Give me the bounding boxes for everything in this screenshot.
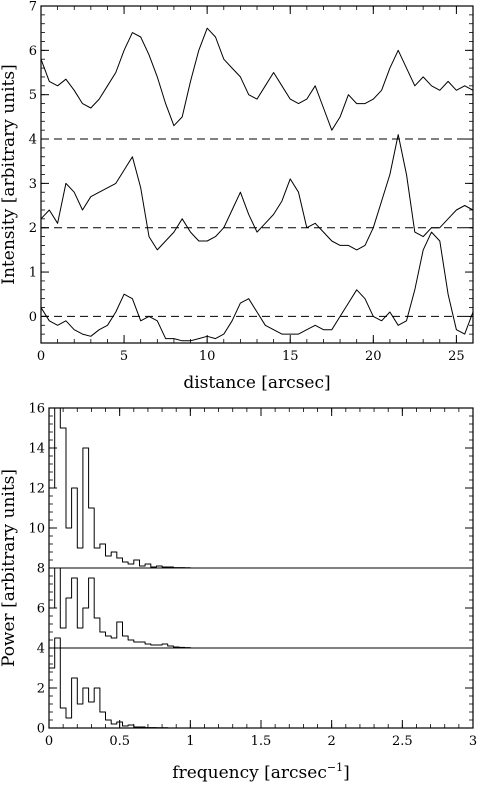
y-tick-label: 14 — [28, 442, 45, 457]
x-tick-label: 10 — [199, 349, 216, 364]
y-tick-label: 6 — [29, 44, 37, 59]
x-tick-label: 25 — [448, 349, 465, 364]
y-tick-label: 2 — [37, 682, 45, 697]
series-line-3 — [49, 637, 473, 728]
series-line-2 — [49, 567, 473, 649]
x-axis-label-end: ] — [343, 763, 350, 783]
y-tick-label: 7 — [29, 0, 37, 15]
x-tick-label: 0.5 — [109, 734, 130, 749]
plot-frame — [40, 5, 474, 344]
series-line-1 — [49, 408, 473, 569]
x-tick-label: 15 — [282, 349, 299, 364]
y-tick-label: 6 — [37, 602, 45, 617]
y-tick-label: 12 — [28, 482, 45, 497]
x-axis-label-exponent: −1 — [327, 761, 343, 774]
y-tick-label: 0 — [37, 722, 45, 737]
y-tick-label: 4 — [37, 642, 45, 657]
x-tick-label: 0 — [45, 734, 53, 749]
x-tick-label: 1.5 — [251, 734, 272, 749]
power-panel: 0 0.5 1 1.5 2 2.5 3 0 2 4 6 8 10 12 14 16 frequency [arc… — [0, 402, 477, 784]
x-axis-label: frequency [arcsec−1] — [172, 761, 349, 783]
series-line-2 — [41, 134, 473, 251]
y-tick-label: 10 — [28, 522, 45, 537]
y-axis-label: Intensity [arbitrary units] — [0, 64, 19, 284]
x-tick-label: 5 — [120, 349, 128, 364]
x-tick-label: 20 — [365, 349, 382, 364]
y-tick-label: 0 — [29, 310, 37, 325]
y-tick-label: 5 — [29, 88, 37, 103]
x-tick-label: 1 — [186, 734, 194, 749]
y-axis-label: Power [arbitrary units] — [0, 469, 19, 667]
y-tick-label: 16 — [28, 402, 45, 417]
x-tick-label: 3 — [469, 734, 477, 749]
x-tick-label: 2.5 — [392, 734, 413, 749]
y-tick-label: 8 — [37, 562, 45, 577]
intensity-panel: 0 5 10 15 20 25 0 1 2 3 4 5 6 7 distance [arcsec] Inten… — [0, 0, 474, 393]
y-tick-label: 4 — [29, 133, 37, 148]
x-tick-label: 2 — [328, 734, 336, 749]
x-axis-label-main: frequency [arcsec — [172, 763, 327, 783]
y-tick-label: 2 — [29, 221, 37, 236]
series-line-3 — [41, 231, 473, 342]
y-tick-label: 1 — [29, 266, 37, 281]
series-line-1 — [41, 27, 473, 131]
y-tick-label: 3 — [29, 177, 37, 192]
x-axis-label: distance [arcsec] — [183, 373, 330, 393]
x-tick-label: 0 — [37, 349, 45, 364]
